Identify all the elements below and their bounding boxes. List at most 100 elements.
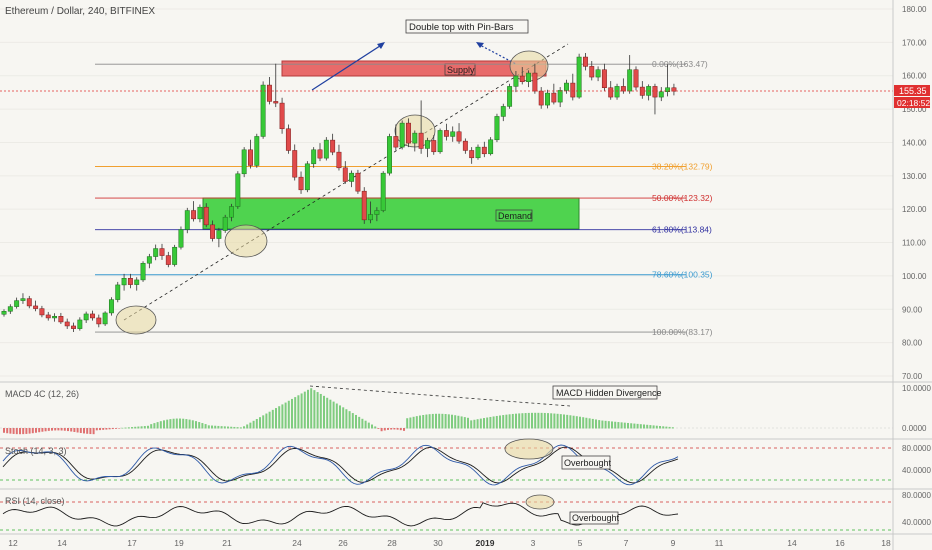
candle-body[interactable]: [222, 216, 228, 231]
pivot-circle-2[interactable]: [224, 224, 268, 258]
candle-body[interactable]: [317, 149, 323, 159]
candle-body[interactable]: [387, 136, 392, 174]
candle-body[interactable]: [241, 149, 247, 175]
candle-body[interactable]: [45, 314, 51, 319]
candle-body[interactable]: [273, 101, 279, 104]
candle-body[interactable]: [570, 82, 576, 98]
candle-body[interactable]: [292, 150, 298, 178]
candle-body[interactable]: [349, 172, 355, 182]
candle-body[interactable]: [355, 172, 361, 192]
candle-body[interactable]: [500, 106, 506, 117]
candle-body[interactable]: [7, 306, 13, 312]
demand-zone[interactable]: [202, 197, 580, 230]
macd-pane[interactable]: 10.0000 0.0000: [0, 384, 931, 435]
candle-body[interactable]: [532, 72, 538, 92]
macd-divergence-line[interactable]: [309, 385, 571, 407]
candle-body[interactable]: [443, 130, 449, 137]
candle-body[interactable]: [279, 102, 285, 130]
candle-body[interactable]: [488, 139, 494, 155]
candle-body[interactable]: [462, 140, 468, 151]
rsi-highlight-circle[interactable]: [525, 494, 555, 510]
candle-body[interactable]: [652, 86, 658, 98]
candle-body[interactable]: [589, 66, 595, 78]
candle-body[interactable]: [538, 90, 544, 106]
candle-body[interactable]: [633, 69, 639, 88]
candle-body[interactable]: [431, 140, 437, 153]
supply-zone[interactable]: [281, 60, 547, 77]
candle-body[interactable]: [620, 86, 626, 92]
candle-body[interactable]: [311, 149, 317, 165]
candle-body[interactable]: [595, 69, 601, 78]
candle-body[interactable]: [71, 325, 76, 329]
candle-body[interactable]: [77, 319, 83, 329]
candle-body[interactable]: [216, 230, 222, 239]
candle-body[interactable]: [266, 84, 272, 102]
price-axis[interactable]: 180.00 170.00 160.00 150.00 140.00 130.00 120.…: [902, 5, 927, 381]
time-axis[interactable]: 12 14 17 19 21 24 26 28 30 2019 3 5 7 9 11 14 16 18: [8, 538, 891, 548]
candle-body[interactable]: [26, 298, 32, 307]
candle-body[interactable]: [178, 229, 184, 248]
candle-body[interactable]: [203, 206, 209, 226]
candle-body[interactable]: [260, 84, 266, 137]
candle-body[interactable]: [576, 56, 582, 98]
candle-body[interactable]: [210, 224, 216, 239]
candle-body[interactable]: [481, 146, 487, 155]
candle-body[interactable]: [551, 92, 557, 103]
candle-body[interactable]: [418, 132, 424, 149]
candle-body[interactable]: [248, 149, 253, 166]
candle-body[interactable]: [564, 82, 569, 91]
candle-body[interactable]: [614, 86, 620, 98]
candle-body[interactable]: [102, 312, 108, 325]
candle-body[interactable]: [494, 116, 500, 141]
candle-body[interactable]: [475, 146, 481, 159]
candle-body[interactable]: [146, 256, 152, 264]
candle-body[interactable]: [127, 277, 133, 285]
candle-body[interactable]: [39, 308, 45, 316]
candle-body[interactable]: [399, 122, 405, 148]
candle-body[interactable]: [254, 136, 260, 166]
candle-body[interactable]: [58, 316, 64, 323]
candle-body[interactable]: [184, 210, 190, 230]
candle-body[interactable]: [627, 69, 633, 92]
candle-body[interactable]: [665, 87, 671, 92]
candle-body[interactable]: [513, 75, 519, 87]
candle-body[interactable]: [235, 173, 241, 207]
candle-body[interactable]: [140, 262, 146, 281]
rsi-pane[interactable]: 80.0000 40.0000: [0, 491, 931, 531]
candle-body[interactable]: [134, 279, 140, 285]
candle-body[interactable]: [526, 72, 532, 82]
candle-body[interactable]: [304, 163, 310, 191]
candle-body[interactable]: [557, 90, 563, 103]
candle-body[interactable]: [108, 299, 114, 314]
candle-body[interactable]: [658, 91, 664, 98]
candle-body[interactable]: [582, 56, 588, 67]
candle-body[interactable]: [298, 176, 304, 191]
stoch-pane[interactable]: 80.0000 40.0000: [0, 444, 931, 486]
candle-body[interactable]: [450, 131, 456, 137]
candle-body[interactable]: [456, 131, 462, 142]
arrow-line-right[interactable]: [477, 43, 517, 65]
candle-body[interactable]: [83, 313, 89, 321]
candle-body[interactable]: [412, 132, 418, 144]
candle-body[interactable]: [20, 298, 26, 301]
candle-body[interactable]: [323, 139, 329, 159]
candle-body[interactable]: [96, 317, 102, 325]
candle-body[interactable]: [197, 206, 203, 220]
candle-body[interactable]: [153, 248, 159, 257]
candle-body[interactable]: [172, 246, 178, 265]
candle-body[interactable]: [368, 214, 374, 221]
candle-body[interactable]: [601, 69, 607, 88]
candle-body[interactable]: [361, 190, 367, 221]
candle-body[interactable]: [64, 321, 70, 327]
pivot-circle-1[interactable]: [115, 305, 157, 335]
candle-body[interactable]: [393, 136, 399, 148]
candle-body[interactable]: [115, 284, 121, 300]
candle-body[interactable]: [380, 172, 386, 211]
candle-body[interactable]: [437, 130, 443, 153]
candle-body[interactable]: [336, 151, 342, 169]
candle-body[interactable]: [1, 311, 7, 315]
candle-body[interactable]: [33, 305, 39, 309]
arrow-line-left[interactable]: [311, 43, 384, 91]
candle-body[interactable]: [608, 87, 614, 98]
